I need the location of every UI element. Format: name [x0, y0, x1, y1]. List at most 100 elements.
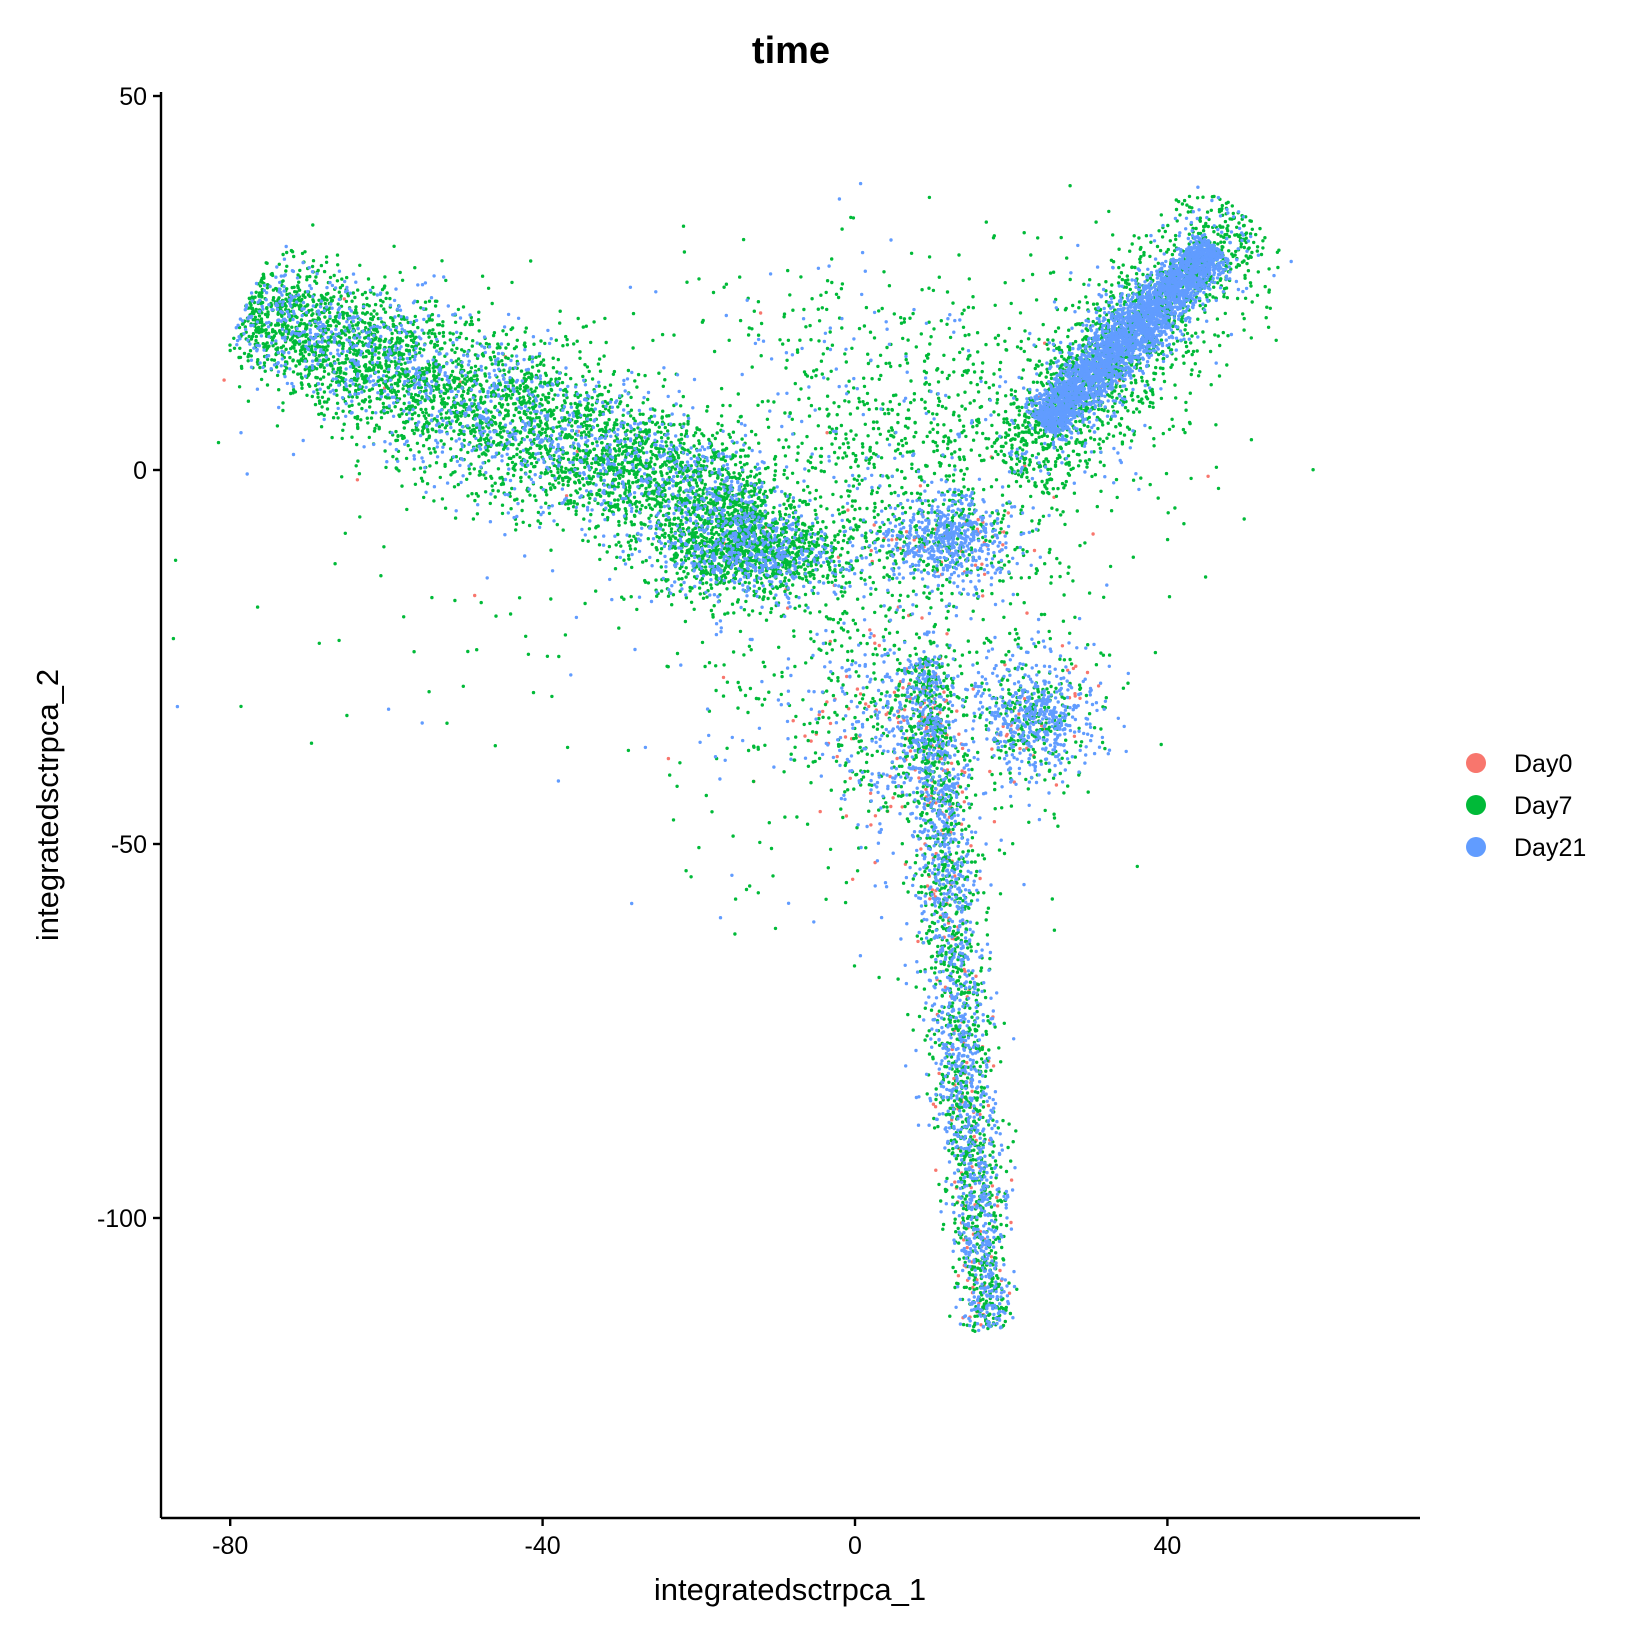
data-point: [376, 370, 381, 374]
data-point: [678, 422, 682, 427]
data-point: [459, 414, 463, 418]
data-point: [675, 474, 680, 478]
data-point: [962, 800, 966, 804]
data-point: [311, 259, 316, 263]
data-point: [404, 348, 409, 352]
data-point: [673, 516, 677, 520]
data-point: [719, 414, 724, 418]
data-point: [398, 337, 402, 341]
data-point: [758, 311, 763, 315]
data-point: [294, 340, 299, 345]
data-point: [300, 376, 304, 380]
data-point: [519, 475, 523, 480]
data-point: [661, 409, 665, 413]
data-point: [357, 402, 361, 406]
data-point: [631, 346, 635, 350]
data-point: [681, 394, 685, 399]
data-point: [307, 352, 311, 357]
data-point: [464, 320, 468, 324]
data-point: [300, 345, 304, 349]
data-point: [719, 457, 723, 461]
data-point: [771, 529, 775, 534]
data-point: [265, 261, 269, 265]
data-point: [522, 409, 527, 414]
data-point: [511, 402, 516, 406]
data-point: [238, 346, 242, 350]
data-point: [343, 360, 348, 365]
data-point: [298, 268, 302, 273]
data-point: [403, 361, 407, 365]
data-point: [681, 446, 685, 451]
data-point: [549, 548, 553, 552]
data-point: [511, 473, 516, 478]
data-point: [575, 449, 580, 453]
data-point: [506, 409, 510, 413]
data-point: [324, 255, 329, 259]
data-point: [686, 419, 690, 424]
data-point: [465, 477, 469, 481]
data-point: [568, 477, 572, 481]
data-point: [456, 307, 461, 312]
data-point: [261, 275, 266, 279]
data-point: [554, 338, 558, 342]
data-point: [607, 544, 612, 549]
data-point: [284, 269, 288, 273]
data-point: [683, 504, 688, 509]
data-point: [617, 447, 622, 451]
data-point: [650, 542, 654, 546]
data-point: [353, 415, 357, 420]
data-point: [482, 437, 487, 442]
data-point: [565, 475, 569, 479]
data-point: [448, 383, 452, 388]
data-point: [500, 503, 505, 507]
data-point: [592, 320, 596, 324]
data-point: [960, 769, 964, 773]
data-point: [394, 438, 398, 443]
data-point: [483, 490, 488, 494]
data-point: [527, 523, 532, 528]
data-point: [555, 425, 559, 429]
data-point: [636, 372, 641, 377]
data-point: [303, 250, 307, 254]
data-point: [625, 403, 630, 408]
data-point: [640, 483, 644, 488]
data-point: [618, 494, 622, 498]
data-point: [298, 349, 303, 353]
data-point: [663, 488, 667, 492]
data-point: [816, 537, 820, 541]
data-point: [598, 488, 602, 492]
data-point: [611, 466, 615, 470]
data-point: [549, 487, 553, 491]
data-point: [506, 356, 510, 361]
data-point: [381, 353, 386, 357]
data-point: [365, 416, 369, 420]
data-point: [274, 286, 278, 291]
data-point: [451, 332, 455, 336]
data-point: [717, 533, 721, 537]
data-point: [544, 373, 548, 378]
data-point: [575, 502, 579, 506]
data-point: [410, 412, 415, 417]
data-point: [528, 446, 533, 450]
data-point: [682, 569, 686, 574]
data-point: [350, 395, 355, 399]
data-point: [799, 565, 803, 569]
data-point: [373, 302, 378, 307]
data-point: [425, 437, 429, 442]
data-point: [506, 412, 510, 416]
data-point: [517, 391, 521, 396]
data-point: [795, 551, 800, 555]
data-point: [466, 450, 470, 455]
data-point: [361, 311, 365, 315]
data-point: [260, 280, 264, 284]
data-point: [301, 294, 305, 298]
data-point: [748, 474, 753, 478]
data-point: [372, 292, 376, 296]
data-point: [331, 355, 336, 359]
data-point: [555, 383, 560, 387]
data-point: [1005, 732, 1009, 737]
data-point: [494, 422, 498, 426]
data-point: [682, 441, 686, 446]
data-point: [281, 408, 285, 413]
data-point: [989, 1255, 994, 1259]
